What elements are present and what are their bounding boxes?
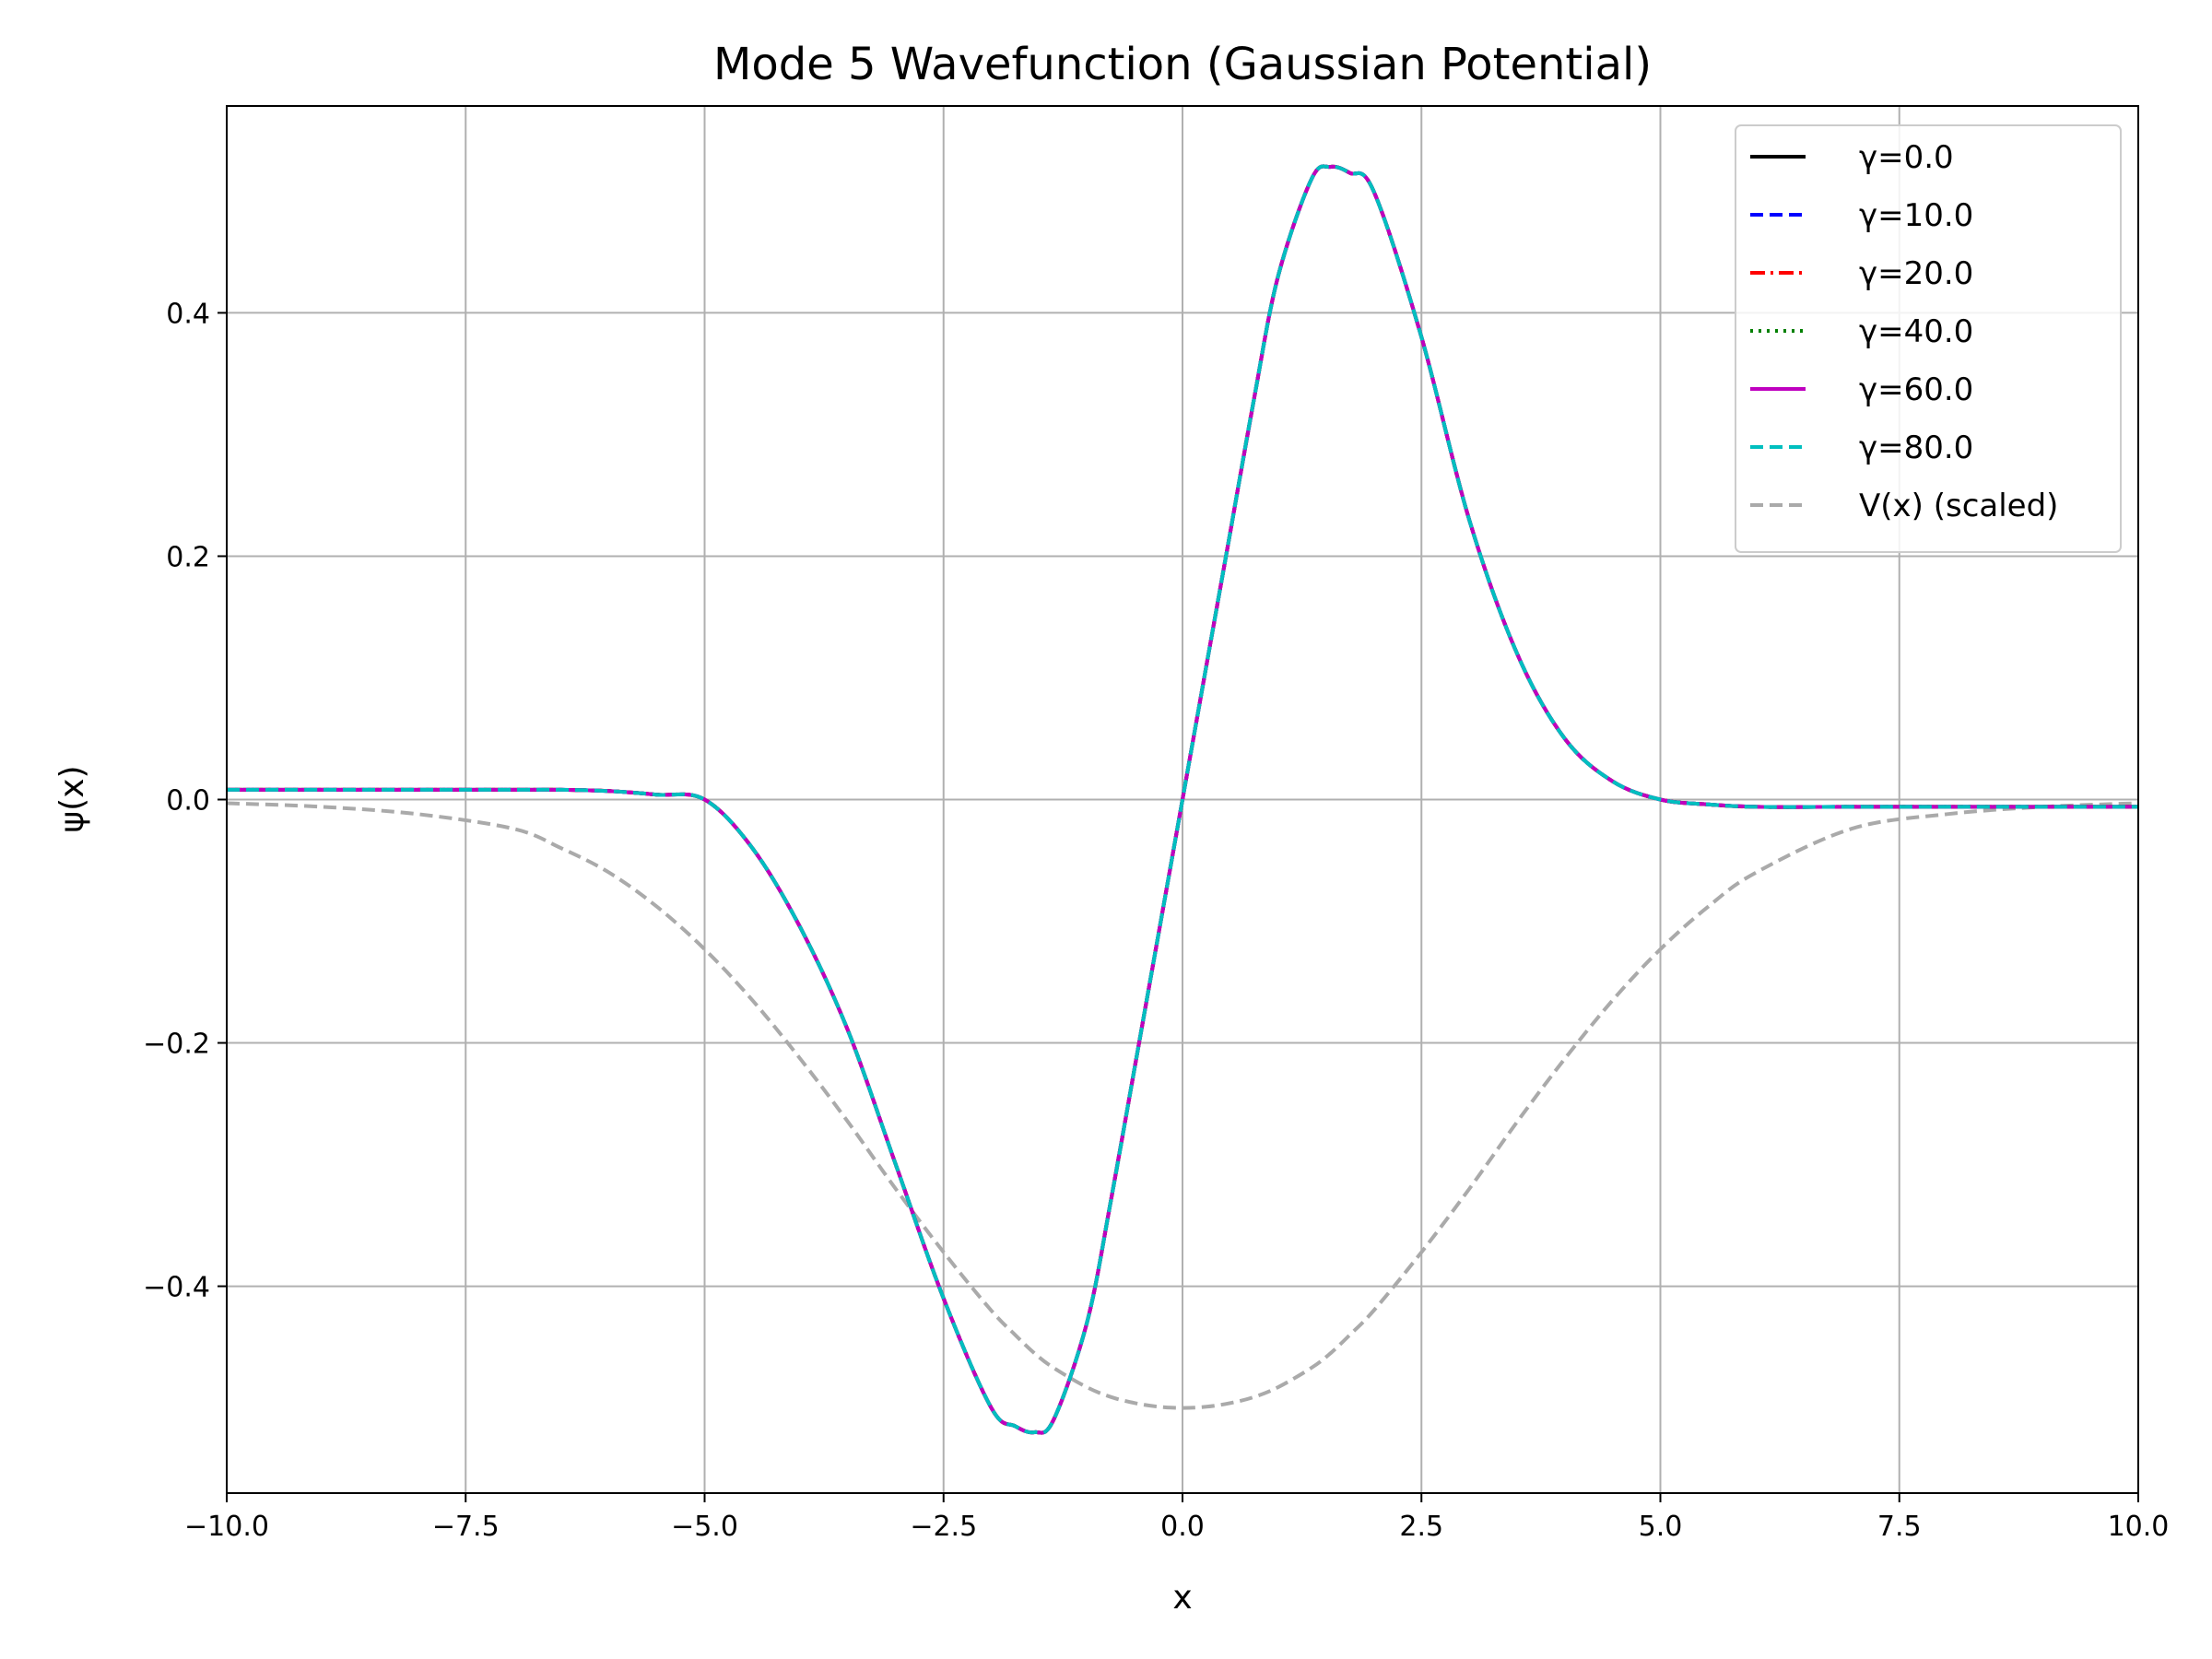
x-tick-label: 2.5 (1399, 1511, 1443, 1543)
x-tick-label: −2.5 (910, 1511, 977, 1543)
chart-title: Mode 5 Wavefunction (Gaussian Potential) (713, 39, 1652, 90)
legend: γ=0.0 γ=10.0 γ=20.0 γ=40.0 γ=60.0 γ=80.0 V(x) … (1735, 124, 2122, 553)
legend-label: γ=40.0 (1859, 313, 1973, 350)
x-tick-label: 5.0 (1639, 1511, 1683, 1543)
legend-label: V(x) (scaled) (1859, 488, 2058, 524)
x-tick-label: −10.0 (184, 1511, 269, 1543)
x-tick-label: −7.5 (432, 1511, 500, 1543)
y-tick-label: 0.0 (166, 785, 210, 818)
x-axis-label: x (1172, 1579, 1192, 1617)
series-line (226, 801, 2139, 1410)
x-tick-label: 7.5 (1877, 1511, 1922, 1543)
x-tick-label: 10.0 (2108, 1511, 2170, 1543)
legend-label: γ=10.0 (1859, 197, 1973, 234)
y-tick-label: 0.2 (166, 541, 210, 573)
series-line (227, 164, 2138, 1435)
y-tick-label: −0.2 (143, 1029, 210, 1061)
legend-label: γ=20.0 (1859, 255, 1973, 292)
legend-box (1735, 124, 2122, 553)
legend-label: γ=0.0 (1859, 139, 1954, 176)
y-axis-label: ψ(x) (53, 765, 91, 832)
x-tick-label: 0.0 (1160, 1511, 1205, 1543)
ticks: −10.0 −7.5 −5.0 −2.5 0.0 2.5 5.0 7.5 10.0 −0.4 −0.… (143, 298, 2169, 1543)
x-tick-label: −5.0 (671, 1511, 738, 1543)
legend-label: γ=80.0 (1859, 429, 1973, 466)
y-tick-label: 0.4 (166, 298, 210, 330)
series-layer (226, 164, 2139, 1435)
y-tick-label: −0.4 (143, 1272, 210, 1304)
legend-label: γ=60.0 (1859, 371, 1973, 408)
